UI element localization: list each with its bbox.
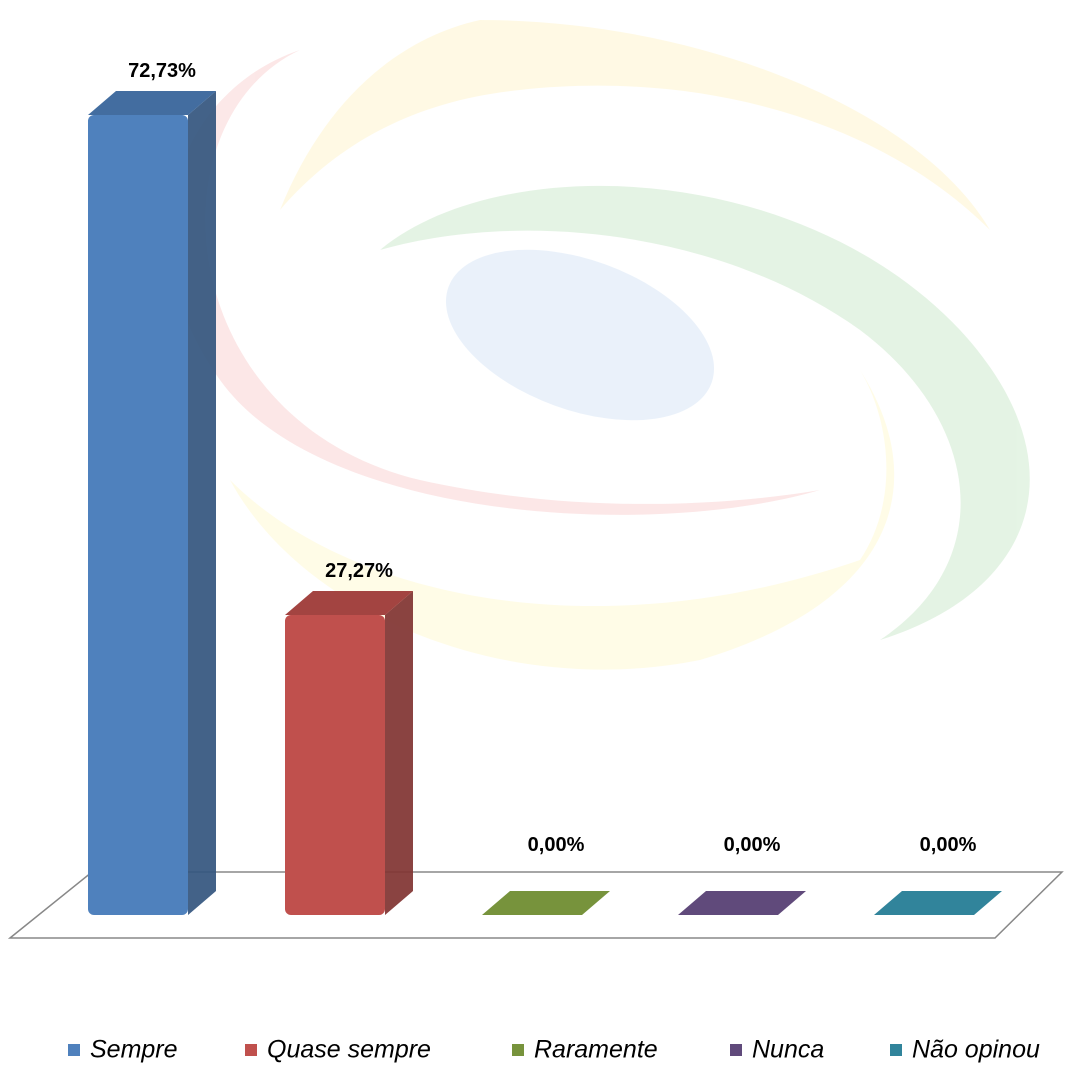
background-watermark xyxy=(169,20,1030,670)
bar-top xyxy=(678,891,806,915)
legend-label: Sempre xyxy=(90,1036,178,1064)
value-label: 27,27% xyxy=(325,560,393,582)
bar-top-shade xyxy=(285,591,413,616)
bar-top xyxy=(285,591,413,616)
value-label: 0,00% xyxy=(528,834,585,856)
bar-front xyxy=(285,615,385,915)
bar-top xyxy=(482,891,610,915)
bar-top-shade xyxy=(88,90,216,115)
bar-side-shade xyxy=(385,591,413,915)
bar-side xyxy=(188,90,216,916)
bar-side-shade xyxy=(188,90,216,916)
legend-swatch xyxy=(245,1044,257,1056)
legend-label: Raramente xyxy=(534,1036,658,1064)
legend-label: Nunca xyxy=(752,1036,824,1064)
legend-label: Quase sempre xyxy=(267,1036,431,1064)
bar-top xyxy=(88,90,216,115)
value-label: 72,73% xyxy=(128,60,196,82)
value-label: 0,00% xyxy=(724,834,781,856)
legend-swatch xyxy=(68,1044,80,1056)
bars: 72,73% 27,27% 0,00% 0,00% 0,00% xyxy=(88,60,1002,916)
bar-side xyxy=(385,591,413,915)
legend: Sempre Quase sempre Raramente Nunca Não opin… xyxy=(68,1036,1040,1064)
legend-swatch xyxy=(890,1044,902,1056)
value-label: 0,00% xyxy=(920,834,977,856)
legend-swatch xyxy=(512,1044,524,1056)
legend-label: Não opinou xyxy=(912,1036,1040,1064)
bar-front xyxy=(88,114,188,916)
legend-swatch xyxy=(730,1044,742,1056)
bar-top xyxy=(874,891,1002,915)
